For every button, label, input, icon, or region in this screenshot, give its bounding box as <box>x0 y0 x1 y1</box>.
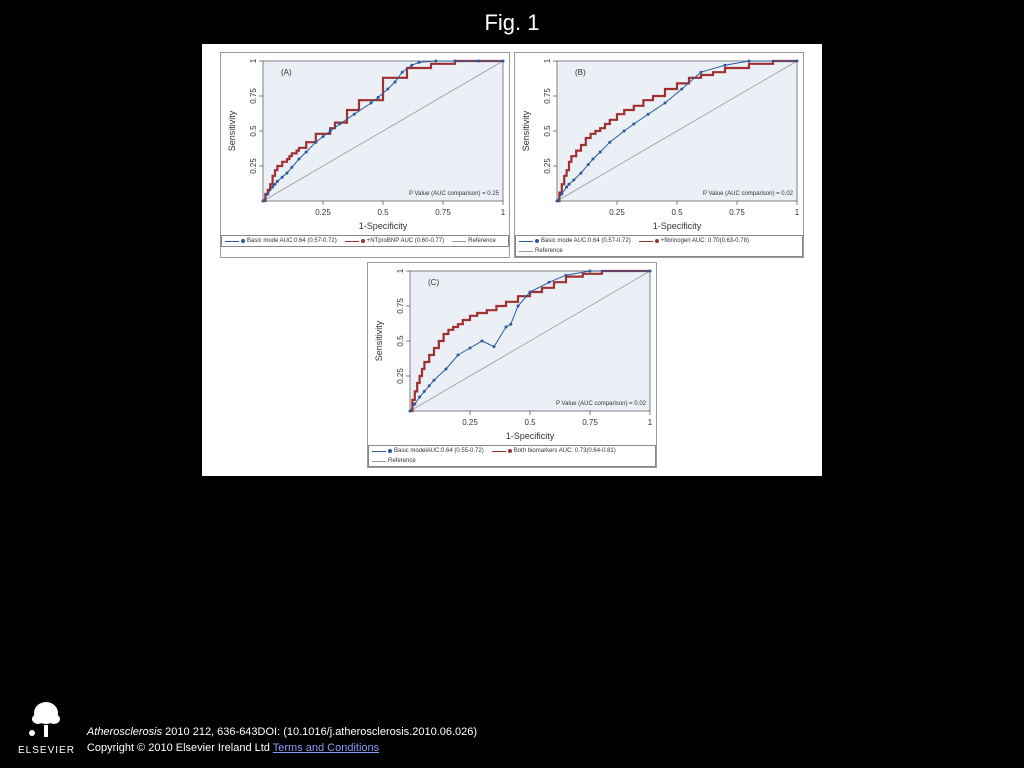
svg-text:1: 1 <box>795 208 800 217</box>
legend-item: +NTproBNP AUC (0.60-0.77) <box>345 238 444 244</box>
svg-text:0.75: 0.75 <box>435 208 451 217</box>
svg-text:1: 1 <box>396 268 405 273</box>
svg-text:Sensitivity: Sensitivity <box>227 110 237 151</box>
elsevier-tree-icon <box>24 699 68 745</box>
panel-row-top: 0.25 0.5 0.75 1 0.25 0.5 0.75 1 1-Specificity Sen… <box>210 52 814 258</box>
panel-a: 0.25 0.5 0.75 1 0.25 0.5 0.75 1 1-Specificity Sen… <box>220 52 510 258</box>
svg-text:0.25: 0.25 <box>396 368 405 384</box>
legend-item: Reference <box>372 458 416 464</box>
citation-text: 2010 212, 636-643DOI: (10.1016/j.atheros… <box>162 726 477 738</box>
figure-area: 0.25 0.5 0.75 1 0.25 0.5 0.75 1 1-Specificity Sen… <box>202 44 822 476</box>
svg-text:0.5: 0.5 <box>249 125 258 137</box>
svg-text:P Value (AUC comparison) = 0.2: P Value (AUC comparison) = 0.25 <box>409 191 500 197</box>
legend: Basic modelAUC:0.64 (0.55-0.72) Both biom… <box>368 445 656 467</box>
panel-c: 0.25 0.5 0.75 1 0.25 0.5 0.75 1 1-Specificity Sen… <box>367 262 657 468</box>
citation: Atherosclerosis 2010 212, 636-643DOI: (1… <box>87 725 477 756</box>
svg-text:0.75: 0.75 <box>582 418 598 427</box>
legend-item: Basic mode AUC:0.64 (0.57-0.72) <box>225 238 337 244</box>
legend-item: Both biomarkers AUC: 0.73(0.64-0.81) <box>492 448 616 454</box>
svg-text:0.75: 0.75 <box>396 298 405 314</box>
svg-text:1-Specificity: 1-Specificity <box>653 221 702 231</box>
legend-item: Basic modelAUC:0.64 (0.55-0.72) <box>372 448 484 454</box>
svg-text:0.25: 0.25 <box>462 418 478 427</box>
svg-text:0.25: 0.25 <box>609 208 625 217</box>
svg-text:1: 1 <box>543 58 552 63</box>
svg-text:0.25: 0.25 <box>315 208 331 217</box>
svg-text:Sensitivity: Sensitivity <box>374 320 384 361</box>
figure-title: Fig. 1 <box>0 0 1024 44</box>
legend: Basic mode AUC:0.64 (0.57-0.72) +NTproBNP… <box>221 235 509 247</box>
terms-link[interactable]: Terms and Conditions <box>273 742 379 754</box>
svg-text:1: 1 <box>501 208 506 217</box>
svg-text:0.25: 0.25 <box>543 158 552 174</box>
svg-text:0.5: 0.5 <box>524 418 536 427</box>
panel-b: 0.25 0.5 0.75 1 0.25 0.5 0.75 1 1-Specificity Sen… <box>514 52 804 258</box>
svg-text:0.75: 0.75 <box>729 208 745 217</box>
legend-item: Basic mode AUC:0.64 (0.57-0.72) <box>519 238 631 244</box>
svg-text:0.5: 0.5 <box>543 125 552 137</box>
svg-text:1: 1 <box>648 418 653 427</box>
elsevier-logo: ELSEVIER <box>18 699 75 756</box>
svg-text:0.75: 0.75 <box>249 88 258 104</box>
svg-text:0.5: 0.5 <box>671 208 683 217</box>
svg-text:P Value (AUC comparison) = 0.0: P Value (AUC comparison) = 0.02 <box>703 191 794 197</box>
legend-item: +fibrinogen AUC: 0.70(0.63-0.78) <box>639 238 749 244</box>
svg-text:(B): (B) <box>575 68 586 77</box>
legend-item: Reference <box>452 238 496 244</box>
svg-text:0.25: 0.25 <box>249 158 258 174</box>
svg-text:(C): (C) <box>428 278 439 287</box>
elsevier-logo-text: ELSEVIER <box>18 745 75 756</box>
svg-text:0.5: 0.5 <box>377 208 389 217</box>
svg-text:P Value (AUC comparison) = 0.0: P Value (AUC comparison) = 0.02 <box>556 401 647 407</box>
svg-text:Sensitivity: Sensitivity <box>521 110 531 151</box>
svg-text:0.5: 0.5 <box>396 335 405 347</box>
journal-name: Atherosclerosis <box>87 726 162 738</box>
legend: Basic mode AUC:0.64 (0.57-0.72) +fibrinog… <box>515 235 803 257</box>
svg-text:0.75: 0.75 <box>543 88 552 104</box>
svg-text:1-Specificity: 1-Specificity <box>506 431 555 441</box>
panel-row-bottom: 0.25 0.5 0.75 1 0.25 0.5 0.75 1 1-Specificity Sen… <box>210 262 814 468</box>
legend-item: Reference <box>519 248 563 254</box>
copyright-text: Copyright © 2010 Elsevier Ireland Ltd <box>87 742 273 754</box>
svg-text:1-Specificity: 1-Specificity <box>359 221 408 231</box>
svg-text:1: 1 <box>249 58 258 63</box>
svg-text:(A): (A) <box>281 68 292 77</box>
footer: ELSEVIER Atherosclerosis 2010 212, 636-6… <box>18 699 1006 756</box>
